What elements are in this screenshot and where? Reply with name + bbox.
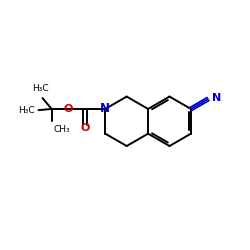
Text: O: O: [63, 104, 72, 114]
Text: H₃C: H₃C: [18, 106, 34, 115]
Text: N: N: [212, 93, 222, 103]
Text: N: N: [100, 102, 110, 116]
Text: H₃C: H₃C: [32, 84, 49, 92]
Text: O: O: [80, 123, 90, 133]
Text: CH₃: CH₃: [54, 125, 70, 134]
